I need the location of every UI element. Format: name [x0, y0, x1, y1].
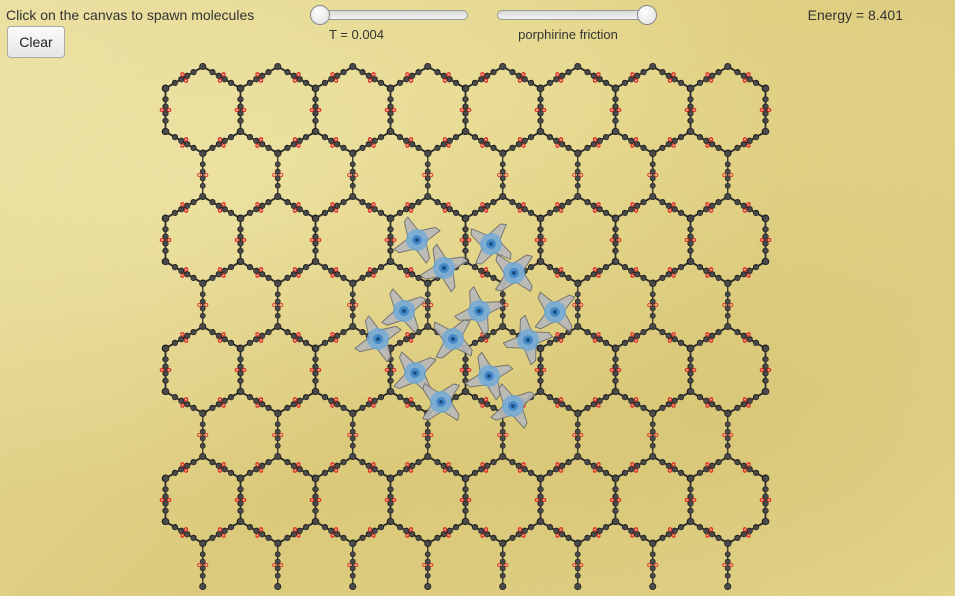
porphyrin-molecule — [393, 216, 441, 264]
porphyrin-molecule — [502, 314, 554, 366]
friction-slider[interactable] — [497, 5, 657, 25]
porphyrin-molecule — [490, 383, 536, 429]
temperature-slider[interactable] — [310, 5, 468, 25]
porphyrin-molecule — [354, 315, 402, 363]
porphyrin-molecule — [464, 351, 514, 401]
temperature-label: T = 0.004 — [328, 27, 385, 42]
porphyrin-molecule — [495, 254, 533, 292]
porphyrin-molecule — [422, 383, 460, 421]
temperature-slider-track[interactable] — [310, 10, 468, 20]
friction-label: porphirine friction — [518, 27, 618, 42]
porphyrin-molecule — [419, 243, 469, 293]
porphyrin-molecule — [470, 223, 512, 265]
instruction-text: Click on the canvas to spawn molecules — [6, 7, 255, 23]
energy-readout: Energy = 8.401 — [807, 7, 903, 23]
porphyrin-molecules — [354, 216, 576, 429]
temperature-slider-thumb[interactable] — [310, 5, 330, 25]
clear-button[interactable]: Clear — [7, 26, 65, 58]
porphyrin-molecule — [381, 288, 427, 334]
porphyrin-molecule — [534, 291, 576, 333]
friction-slider-track[interactable] — [497, 10, 655, 20]
porphyrin-molecule — [393, 351, 437, 395]
friction-slider-thumb[interactable] — [637, 5, 657, 25]
porphyrin-molecule — [454, 286, 504, 336]
porphyrin-molecule — [433, 319, 473, 359]
